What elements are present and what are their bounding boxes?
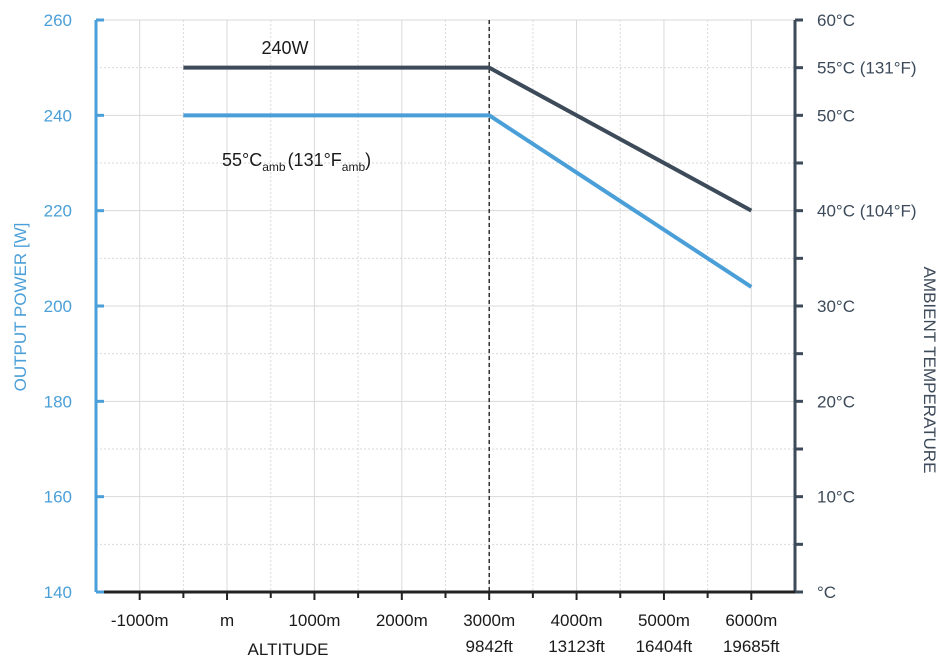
- x-tick-label: 5000m: [638, 611, 690, 630]
- x-tick-label-ft: 9842ft: [466, 637, 514, 656]
- annotation-240w: 240W: [261, 38, 308, 58]
- right-tick-label: 20°C: [817, 392, 855, 411]
- right-tick-label: 10°C: [817, 488, 855, 507]
- x-tick-label-ft: 16404ft: [636, 637, 693, 656]
- series-group: [183, 65, 753, 289]
- x-tick-label: 4000m: [551, 611, 603, 630]
- left-tick-label: 180: [44, 392, 72, 411]
- x-tick-label: m: [220, 611, 234, 630]
- x-tick-label-ft: 19685ft: [723, 637, 780, 656]
- x-tick-label: 3000m: [463, 611, 515, 630]
- x-tick-label: 6000m: [725, 611, 777, 630]
- x-tick-label: -1000m: [111, 611, 169, 630]
- right-tick-label: 30°C: [817, 297, 855, 316]
- y-axis-title: OUTPUT POWER [W]: [11, 223, 30, 392]
- axes: [94, 18, 803, 600]
- left-tick-label: 160: [44, 488, 72, 507]
- annotation-amb-subscript-2: amb: [342, 160, 366, 174]
- right-tick-label: 50°C: [817, 106, 855, 125]
- right-axis-title: AMBIENT TEMPERATURE: [920, 267, 939, 474]
- x-axis-title: ALTITUDE: [248, 640, 329, 659]
- tick-labels: 140 160 180 200 220 240 260 °C 10°C 20°C 30°C 40°C …: [44, 11, 917, 656]
- x-tick-label: 2000m: [376, 611, 428, 630]
- x-tick-label: 1000m: [288, 611, 340, 630]
- left-tick-label: 260: [44, 11, 72, 30]
- series-line-2: [183, 113, 753, 289]
- annotation-55c-amb: 55°Camb (131°Famb): [222, 150, 371, 174]
- left-tick-label: 240: [44, 106, 72, 125]
- right-tick-label: 40°C (104°F): [817, 202, 917, 221]
- annotation-close-paren: ): [365, 150, 371, 170]
- annotation-55c-label: 55°C: [222, 150, 262, 170]
- right-tick-label: °C: [817, 583, 836, 602]
- right-tick-label: 55°C (131°F): [817, 59, 917, 78]
- grid: [96, 19, 795, 593]
- series-line-1: [183, 65, 753, 213]
- annotation-131f-label: (131°F: [288, 150, 342, 170]
- left-tick-label: 220: [44, 202, 72, 221]
- left-tick-label: 140: [44, 583, 72, 602]
- x-tick-label-ft: 13123ft: [548, 637, 605, 656]
- annotation-amb-subscript: amb: [262, 160, 286, 174]
- right-tick-label: 60°C: [817, 11, 855, 30]
- left-tick-label: 200: [44, 297, 72, 316]
